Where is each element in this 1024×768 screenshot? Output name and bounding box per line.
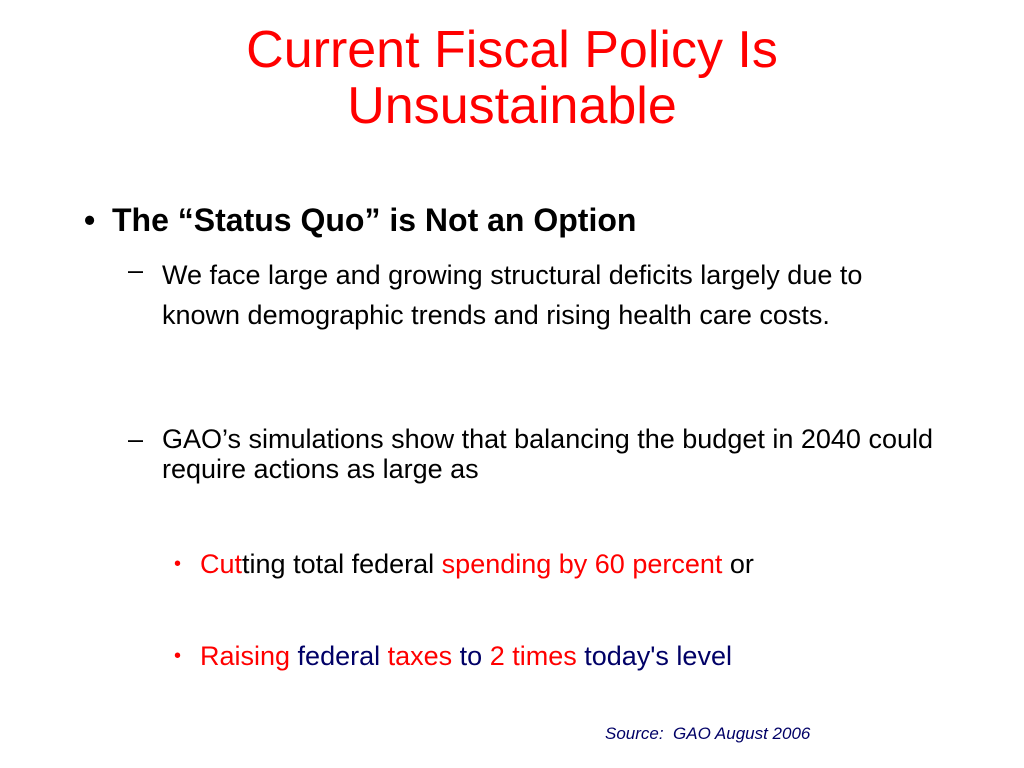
sub-bullet-marker: • bbox=[174, 645, 182, 667]
text-segment: Raising bbox=[200, 641, 291, 671]
sub-bullet-taxes-text: Raising federal taxes to 2 times today's… bbox=[200, 640, 732, 672]
dash-marker: – bbox=[128, 424, 144, 454]
text-segment: 2 times bbox=[489, 641, 577, 671]
dash-marker: – bbox=[128, 255, 144, 285]
text-segment: Cut bbox=[200, 549, 243, 579]
dash-item-deficits-text: We face large and growing structural def… bbox=[162, 260, 863, 330]
slide-title: Current Fiscal Policy Is Unsustainable bbox=[0, 22, 1024, 134]
bullet-marker: • bbox=[84, 202, 96, 238]
text-segment: ting total federal bbox=[242, 549, 442, 579]
slide-title-line-1: Current Fiscal Policy Is bbox=[246, 21, 778, 79]
text-segment: taxes bbox=[387, 641, 453, 671]
text-segment: or bbox=[722, 549, 754, 579]
source-citation: Source: GAO August 2006 bbox=[605, 724, 811, 743]
text-segment: to bbox=[452, 641, 490, 671]
text-segment: federal bbox=[290, 641, 388, 671]
text-segment: today's level bbox=[576, 641, 732, 671]
sub-bullet-marker: • bbox=[174, 553, 182, 575]
dash-item-simulations-text: GAO’s simulations show that balancing th… bbox=[162, 424, 933, 484]
sub-bullet-spending-text: Cutting total federal spending by 60 per… bbox=[200, 548, 754, 580]
text-segment: spending by 60 percent bbox=[441, 549, 723, 579]
main-bullet-text: The “Status Quo” is Not an Option bbox=[112, 202, 637, 238]
slide-title-line-2: Unsustainable bbox=[347, 77, 677, 135]
